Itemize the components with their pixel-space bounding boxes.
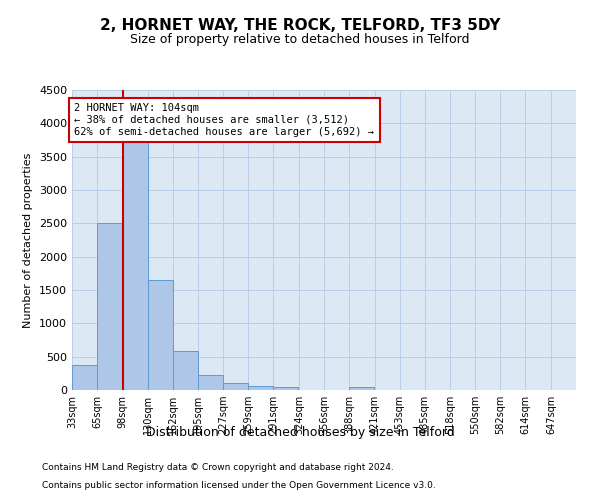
Bar <box>173 350 197 390</box>
Bar <box>97 224 122 390</box>
Text: 2 HORNET WAY: 104sqm
← 38% of detached houses are smaller (3,512)
62% of semi-de: 2 HORNET WAY: 104sqm ← 38% of detached h… <box>74 104 374 136</box>
Text: Distribution of detached houses by size in Telford: Distribution of detached houses by size … <box>146 426 454 439</box>
Bar <box>199 374 223 390</box>
Text: Contains HM Land Registry data © Crown copyright and database right 2024.: Contains HM Land Registry data © Crown c… <box>42 464 394 472</box>
Text: 2, HORNET WAY, THE ROCK, TELFORD, TF3 5DY: 2, HORNET WAY, THE ROCK, TELFORD, TF3 5D… <box>100 18 500 32</box>
Bar <box>223 383 248 390</box>
Bar <box>248 386 273 390</box>
Text: Size of property relative to detached houses in Telford: Size of property relative to detached ho… <box>130 32 470 46</box>
Text: Contains public sector information licensed under the Open Government Licence v3: Contains public sector information licen… <box>42 481 436 490</box>
Bar <box>72 366 97 390</box>
Y-axis label: Number of detached properties: Number of detached properties <box>23 152 34 328</box>
Bar <box>273 387 298 390</box>
Bar <box>349 386 374 390</box>
Bar <box>148 280 173 390</box>
Bar <box>123 140 148 390</box>
